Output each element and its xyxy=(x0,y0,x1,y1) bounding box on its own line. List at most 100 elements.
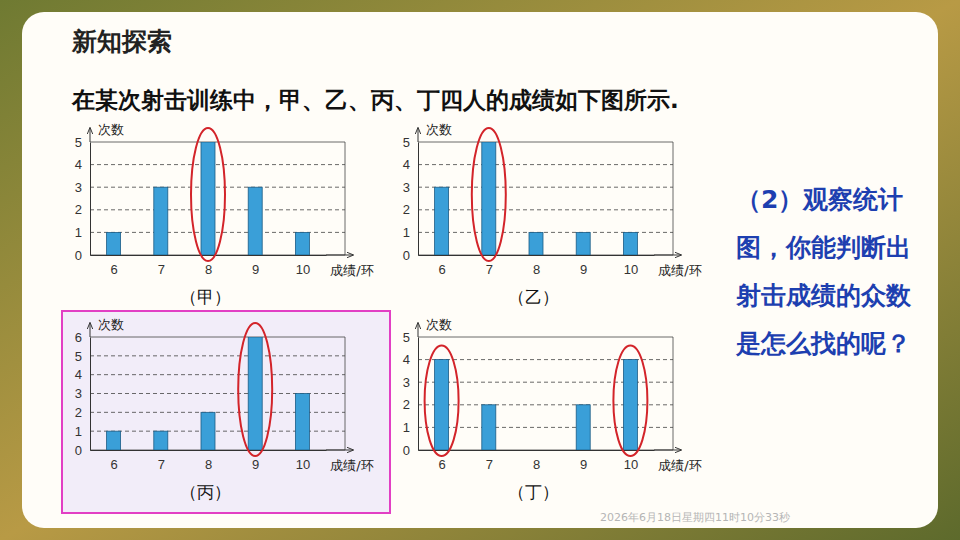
x-tick: 7 xyxy=(158,450,165,472)
x-tick: 6 xyxy=(110,255,117,277)
x-axis: 678910 xyxy=(91,450,327,472)
bars xyxy=(435,142,638,255)
chart-panel: 0123456次数678910成绩/环（丙） xyxy=(75,317,374,502)
x-axis: 678910 xyxy=(91,255,327,277)
y-tick: 4 xyxy=(403,157,418,172)
x-tick-label: 6 xyxy=(438,457,445,472)
x-tick: 9 xyxy=(580,450,587,472)
x-tick: 6 xyxy=(438,255,445,277)
y-tick-label: 5 xyxy=(75,135,82,150)
x-tick: 8 xyxy=(533,255,540,277)
x-tick-label: 8 xyxy=(205,457,212,472)
y-axis-title: 次数 xyxy=(98,122,124,137)
bar xyxy=(435,187,449,255)
bar xyxy=(482,142,496,255)
bar xyxy=(576,405,590,450)
y-axis-line xyxy=(90,143,91,256)
grid-line xyxy=(90,164,345,165)
bar xyxy=(435,360,449,450)
y-tick-label: 1 xyxy=(403,420,410,435)
y-tick-label: 2 xyxy=(75,405,82,420)
x-axis-line xyxy=(419,450,655,451)
chart-caption: （乙） xyxy=(508,287,559,307)
y-axis: 0 1 2 3 4 5 xyxy=(403,330,419,458)
question-line: 射击成绩的众数 xyxy=(736,281,912,310)
grid-line xyxy=(418,209,673,210)
x-tick: 10 xyxy=(624,255,638,277)
y-tick: 3 xyxy=(403,375,418,390)
y-tick-label: 1 xyxy=(75,225,82,240)
y-tick-label: 4 xyxy=(403,352,410,367)
bars xyxy=(435,360,638,450)
bar xyxy=(576,232,590,255)
x-tick: 8 xyxy=(205,255,212,277)
y-tick-label: 1 xyxy=(75,424,82,439)
chart-caption: （丙） xyxy=(180,482,231,502)
y-tick: 2 xyxy=(403,397,418,412)
x-tick-label: 8 xyxy=(533,457,540,472)
question-text: （2）观察统计图，你能判断出射击成绩的众数是怎么找的呢？ xyxy=(735,185,912,358)
y-tick: 5 xyxy=(403,330,418,345)
bar xyxy=(295,232,309,255)
x-tick: 7 xyxy=(158,255,165,277)
x-axis-arrow xyxy=(654,450,681,451)
y-tick: 6 xyxy=(75,330,90,345)
x-tick: 9 xyxy=(252,255,259,277)
bar xyxy=(529,232,543,255)
y-tick: 5 xyxy=(403,135,418,150)
y-axis-line xyxy=(418,338,419,451)
bar xyxy=(295,394,309,451)
y-tick: 2 xyxy=(75,405,90,420)
y-axis-line xyxy=(90,338,91,451)
y-tick: 2 xyxy=(403,202,418,217)
y-tick-label: 0 xyxy=(403,443,410,458)
y-axis-arrow xyxy=(90,323,91,337)
y-tick-label: 3 xyxy=(75,180,82,195)
y-axis-title: 次数 xyxy=(426,122,452,137)
y-axis-line xyxy=(418,143,419,256)
x-tick-label: 6 xyxy=(110,457,117,472)
y-axis: 0123456 xyxy=(75,330,91,458)
y-tick-label: 0 xyxy=(403,248,410,263)
y-tick-label: 5 xyxy=(403,135,410,150)
x-axis: 6 7 8 9 10 xyxy=(419,255,655,277)
bar xyxy=(107,232,121,255)
y-tick: 1 xyxy=(403,225,418,240)
grid-line xyxy=(90,355,345,356)
y-tick: 1 xyxy=(75,424,90,439)
question-line: 是怎么找的呢？ xyxy=(735,329,911,358)
bar xyxy=(482,405,496,450)
y-axis: 0 1 2 3 4 5 xyxy=(403,135,419,263)
y-tick-label: 4 xyxy=(403,157,410,172)
y-tick-label: 3 xyxy=(403,180,410,195)
y-tick: 5 xyxy=(75,135,90,150)
y-tick: 3 xyxy=(75,180,90,195)
grid-line xyxy=(418,187,673,188)
y-tick-label: 3 xyxy=(403,375,410,390)
y-tick-label: 2 xyxy=(403,397,410,412)
mode-highlight xyxy=(472,128,506,261)
y-tick: 4 xyxy=(403,352,418,367)
x-axis-arrow xyxy=(326,450,353,451)
bar xyxy=(623,360,637,450)
bar xyxy=(107,431,121,450)
slide-panel xyxy=(22,12,938,528)
x-tick: 8 xyxy=(205,450,212,472)
y-tick-label: 4 xyxy=(75,157,82,172)
y-tick-label: 5 xyxy=(403,330,410,345)
bar xyxy=(154,187,168,255)
chart-caption: （丁） xyxy=(508,482,559,502)
y-tick-label: 6 xyxy=(75,330,82,345)
plot-frame xyxy=(673,142,674,255)
x-tick-label: 7 xyxy=(486,262,493,277)
x-tick-label: 10 xyxy=(296,457,310,472)
x-tick-label: 7 xyxy=(158,262,165,277)
timestamp: 2026年6月18日星期四11时10分33秒 xyxy=(600,511,790,524)
slide-title: 新知探索 xyxy=(71,27,172,56)
y-tick-label: 2 xyxy=(75,202,82,217)
x-tick: 9 xyxy=(580,255,587,277)
bar xyxy=(201,142,215,255)
y-tick: 1 xyxy=(403,420,418,435)
y-tick-label: 4 xyxy=(75,367,82,382)
y-tick-label: 0 xyxy=(75,248,82,263)
